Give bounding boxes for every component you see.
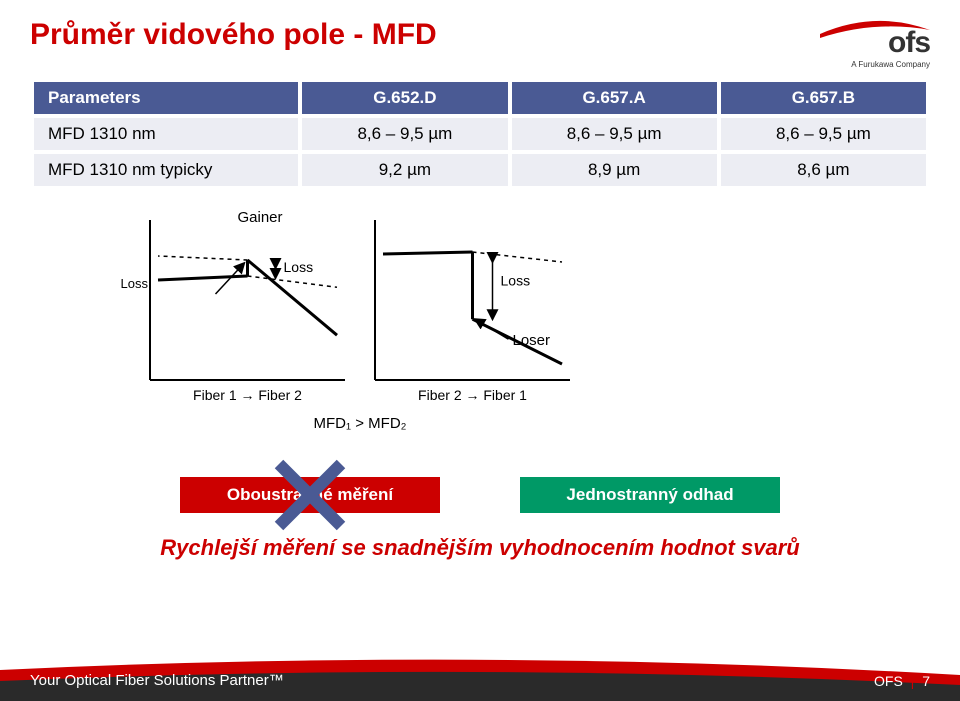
cell-g657a: 8,6 – 9,5 µm	[512, 118, 717, 150]
table-row: MFD 1310 nm 8,6 – 9,5 µm 8,6 – 9,5 µm 8,…	[34, 118, 926, 150]
parameters-table: Parameters G.652.D G.657.A G.657.B MFD 1…	[30, 78, 930, 190]
footer: Your Optical Fiber Solutions Partner™ OF…	[0, 662, 960, 701]
footer-page-number: 7	[922, 673, 930, 689]
svg-text:Gainer: Gainer	[238, 210, 283, 226]
svg-text:Loss: Loss	[501, 273, 531, 289]
svg-text:Loss: Loss	[121, 276, 149, 291]
col-header-g652d: G.652.D	[302, 82, 507, 114]
footer-brand: OFS	[874, 673, 903, 689]
svg-text:Loser: Loser	[513, 332, 551, 349]
table-row: MFD 1310 nm typicky 9,2 µm 8,9 µm 8,6 µm	[34, 154, 926, 186]
bidirectional-label: Oboustranné měření	[227, 485, 393, 504]
logo-text: ofs	[888, 26, 930, 60]
bidirectional-measurement-box: Oboustranné měření	[180, 477, 440, 513]
svg-text:MFD₁ > MFD₂: MFD₁ > MFD₂	[314, 415, 407, 432]
cell-g657b: 8,6 – 9,5 µm	[721, 118, 926, 150]
svg-text:Fiber 1 → Fiber 2: Fiber 1 → Fiber 2	[193, 387, 302, 403]
splice-loss-diagram: Loss Gainer Loss Loss Loser Fiber 1 → Fiber 2…	[120, 210, 620, 440]
footer-sep: |	[907, 673, 919, 689]
col-header-parameters: Parameters	[34, 82, 298, 114]
cell-g657a: 8,9 µm	[512, 154, 717, 186]
cell-g657b: 8,6 µm	[721, 154, 926, 186]
svg-text:Fiber 2 → Fiber 1: Fiber 2 → Fiber 1	[418, 387, 527, 403]
conclusion-text: Rychlejší měření se snadnějším vyhodnoce…	[0, 513, 960, 561]
col-header-g657b: G.657.B	[721, 82, 926, 114]
col-header-g657a: G.657.A	[512, 82, 717, 114]
footer-page: OFS | 7	[874, 673, 930, 689]
cell-g652d: 8,6 – 9,5 µm	[302, 118, 507, 150]
unidirectional-label: Jednostranný odhad	[566, 485, 733, 504]
page-title: Průměr vidového pole - MFD	[30, 18, 437, 52]
logo-subtitle: A Furukawa Company	[851, 60, 930, 69]
cell-g652d: 9,2 µm	[302, 154, 507, 186]
cell-param: MFD 1310 nm	[34, 118, 298, 150]
unidirectional-estimate-box: Jednostranný odhad	[520, 477, 780, 513]
cell-param: MFD 1310 nm typicky	[34, 154, 298, 186]
logo: ofs A Furukawa Company	[790, 18, 930, 68]
svg-text:Loss: Loss	[284, 259, 314, 275]
footer-tagline: Your Optical Fiber Solutions Partner™	[30, 672, 284, 689]
